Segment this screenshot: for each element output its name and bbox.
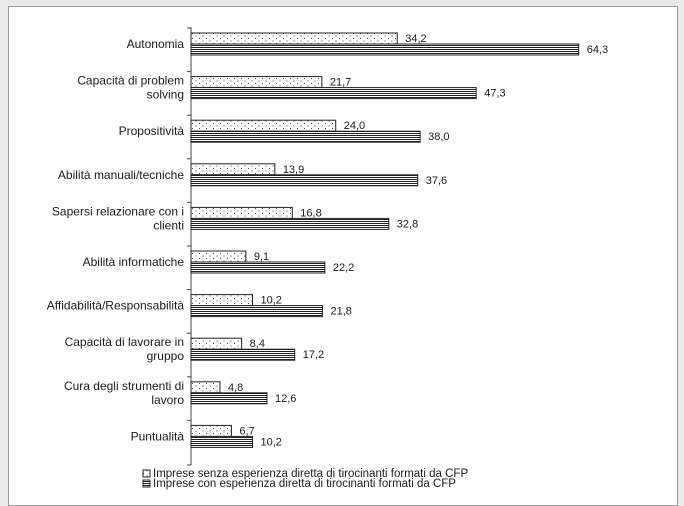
bar-senza-esperienza [190,76,323,89]
bar-senza-esperienza [190,32,398,45]
data-label: 13,9 [283,164,304,176]
data-label: 64,3 [587,44,608,56]
data-label: 4,8 [228,382,243,394]
data-label: 24,0 [344,120,365,132]
category-label-line: solving [147,88,184,102]
data-label: 32,8 [397,218,418,230]
data-label: 22,2 [333,262,354,274]
bar-chart: Autonomia 34,2 64,3 Capacità di problem solv… [47,27,608,490]
category-label: Capacità di lavorare in gruppo [65,335,185,363]
data-label: 16,8 [300,207,321,219]
bar-con-esperienza [190,435,254,448]
category-label: Autonomia [127,37,185,51]
category-label-line: Capacità di problem [77,74,184,88]
data-label: 9,1 [254,251,269,263]
category-label-line: lavoro [151,393,184,407]
data-label: 21,7 [330,77,351,89]
bar-con-esperienza [190,217,390,230]
data-label: 10,2 [261,436,282,448]
bar-senza-esperienza [190,250,247,263]
bar-con-esperienza [190,348,296,361]
chart-frame: Autonomia 34,2 64,3 Capacità di problem solv… [8,6,678,506]
category-label: Abilità informatiche [83,255,185,269]
bar-con-esperienza [190,305,323,318]
data-label: 6,7 [239,425,254,437]
data-label: 8,4 [250,338,265,350]
bar-senza-esperienza [190,424,232,437]
bar-senza-esperienza [190,163,276,176]
bar-con-esperienza [190,43,580,56]
legend-label-senza-esperienza: Imprese senza esperienza diretta di tiro… [153,468,468,480]
bar-senza-esperienza [190,119,337,132]
legend-label-con-esperienza: Imprese con esperienza diretta di tiroci… [153,478,456,490]
category-label: Sapersi relazionare con i clienti [52,204,184,232]
category-label-line: Cura degli strumenti di [64,379,184,393]
category-label-line: Propositività [119,124,185,138]
category-label-line: Affidabilità/Responsabilità [47,299,185,313]
bar-senza-esperienza [190,337,243,350]
category-label-line: gruppo [147,349,185,363]
category-label-line: Sapersi relazionare con i [52,204,184,218]
data-label: 38,0 [428,131,449,143]
bar-con-esperienza [190,392,268,405]
category-label-line: Autonomia [127,37,185,51]
bar-con-esperienza [190,261,326,274]
category-label: Affidabilità/Responsabilità [47,299,185,313]
bar-senza-esperienza [190,381,221,394]
category-label-line: clienti [153,218,184,232]
data-label: 34,2 [405,33,426,45]
category-label: Cura degli strumenti di lavoro [64,379,184,407]
category-label-line: Capacità di lavorare in [65,335,184,349]
bar-con-esperienza [190,174,419,187]
legend-swatch-con-esperienza [142,479,151,488]
category-label: Puntualità [131,429,185,443]
bar-senza-esperienza [190,294,254,307]
category-label-line: Abilità manuali/tecniche [58,168,184,182]
data-label: 47,3 [484,88,505,100]
bar-con-esperienza [190,87,477,100]
data-label: 37,6 [426,175,447,187]
category-label: Capacità di problem solving [77,74,184,102]
data-label: 21,8 [330,306,351,318]
category-label: Abilità manuali/tecniche [58,168,184,182]
data-label: 17,2 [303,349,324,361]
bar-con-esperienza [190,130,421,143]
legend-swatch-senza-esperienza [142,469,151,478]
data-label: 10,2 [261,295,282,307]
category-label: Propositività [119,124,185,138]
category-label-line: Abilità informatiche [83,255,185,269]
data-label: 12,6 [275,393,296,405]
bar-senza-esperienza [190,206,293,219]
category-label-line: Puntualità [131,429,185,443]
